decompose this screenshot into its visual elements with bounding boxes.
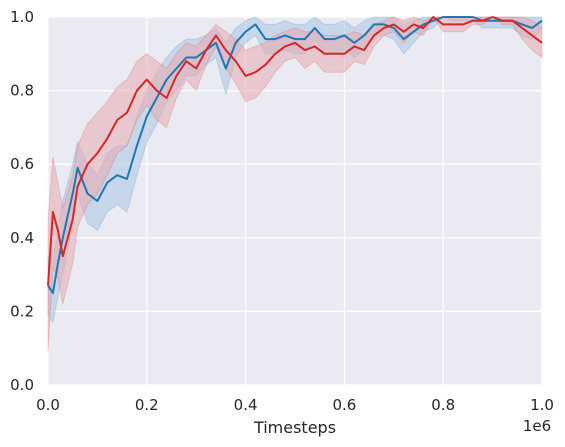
x-tick-label: 1.0 — [530, 396, 554, 414]
x-axis-offset-label: 1e6 — [523, 417, 551, 435]
x-tick-label: 0.0 — [36, 396, 60, 414]
x-axis-label: Timesteps — [253, 418, 336, 437]
y-tick-label: 0.4 — [10, 229, 34, 247]
y-tick-label: 0.0 — [10, 376, 34, 394]
y-tick-label: 0.6 — [10, 155, 34, 173]
series-2-band — [47, 16, 543, 352]
x-tick-labels: 0.0 0.2 0.4 0.6 0.8 1.0 — [36, 396, 554, 414]
x-tick-label: 0.4 — [234, 396, 258, 414]
confidence-bands — [47, 16, 543, 352]
series-2-line — [47, 16, 543, 286]
y-tick-label: 0.2 — [10, 302, 34, 320]
x-tick-label: 0.2 — [135, 396, 159, 414]
series-lines — [47, 16, 543, 294]
x-tick-label: 0.8 — [431, 396, 455, 414]
y-tick-labels: 0.0 0.2 0.4 0.6 0.8 1.0 — [10, 8, 34, 394]
x-tick-label: 0.6 — [332, 396, 356, 414]
y-tick-label: 1.0 — [10, 8, 34, 26]
series-1-line — [47, 16, 543, 294]
y-tick-label: 0.8 — [10, 82, 34, 100]
